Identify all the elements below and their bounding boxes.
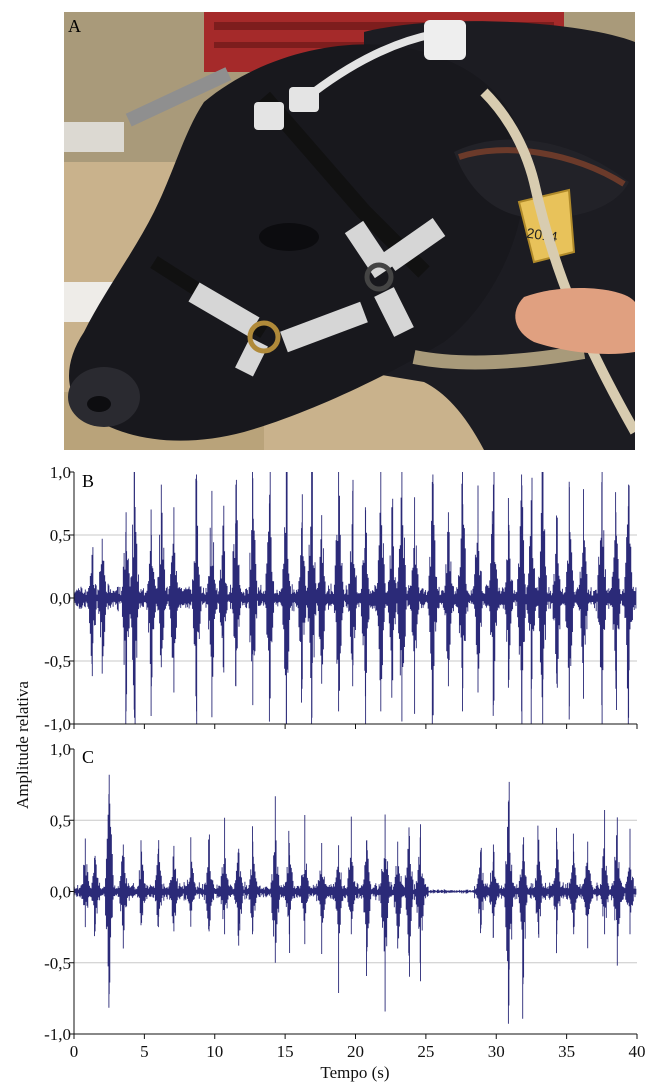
y-tick-label: 0,0 — [50, 589, 71, 608]
y-tick-label: 1,0 — [50, 463, 71, 482]
x-tick-label: 10 — [206, 1042, 223, 1061]
x-tick-label: 35 — [558, 1042, 575, 1061]
signal-trace — [73, 472, 637, 724]
y-axis-title: Amplitude relativa — [13, 681, 32, 809]
y-tick-label: 0,5 — [50, 526, 71, 545]
x-tick-label: 5 — [140, 1042, 149, 1061]
x-tick-label: 40 — [629, 1042, 646, 1061]
x-tick-label: 30 — [488, 1042, 505, 1061]
x-axis-title: Tempo (s) — [320, 1063, 389, 1082]
panel-label-a: A — [68, 16, 81, 36]
signal-trace — [73, 774, 637, 1024]
x-tick-label: 25 — [417, 1042, 434, 1061]
chart-b: B 1,0 0,5 0,0 -0,5 -1,0 — [44, 463, 638, 734]
panel-label-c: C — [82, 747, 94, 767]
y-tick-label: 0,0 — [50, 883, 71, 902]
panel-label-b: B — [82, 471, 94, 491]
y-tick-label: -1,0 — [44, 1025, 71, 1044]
x-tick-label: 20 — [347, 1042, 364, 1061]
y-tick-label: 1,0 — [50, 740, 71, 759]
chart-c: C 1,0 0,5 0,0 -0,5 -1,00 5 10 15 20 25 30 35 40 — [44, 740, 645, 1061]
y-tick-label: -0,5 — [44, 954, 71, 973]
y-tick-label: -1,0 — [44, 715, 71, 734]
x-tick-label: 15 — [277, 1042, 294, 1061]
x-tick-label: 0 — [70, 1042, 79, 1061]
y-tick-label: -0,5 — [44, 652, 71, 671]
y-tick-label: 0,5 — [50, 811, 71, 830]
cow-halter-photo: 2014 A — [64, 12, 635, 450]
